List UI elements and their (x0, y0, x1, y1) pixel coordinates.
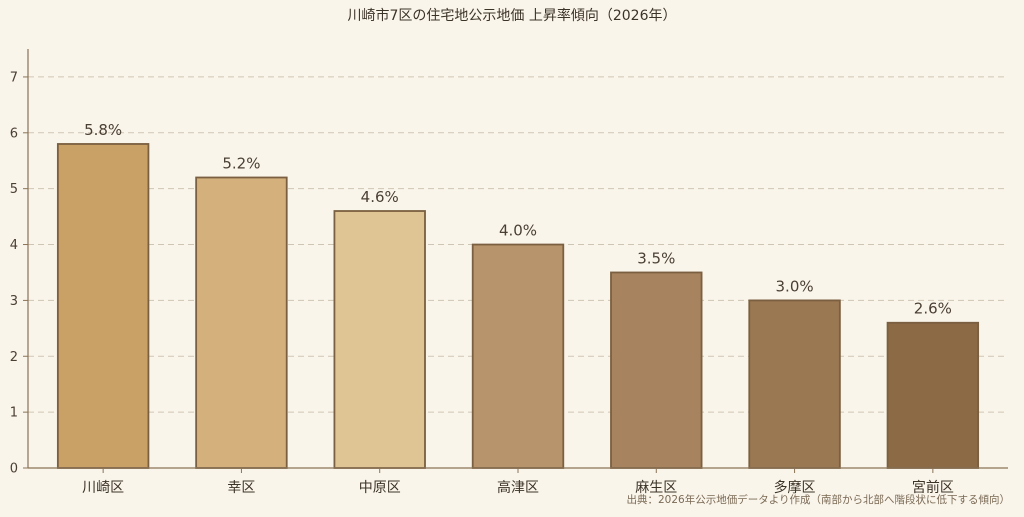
x-tick-label: 中原区 (359, 480, 401, 496)
chart-title: 川崎市7区の住宅地公示地価 上昇率傾向（2026年） (348, 7, 677, 24)
x-tick-label: 多摩区 (774, 479, 816, 496)
bar (333, 210, 426, 469)
axes: 0 1 2 3 4 5 6 7 川崎区 幸区 中原区 高津区 麻生区 多摩区 宮前区 (10, 49, 1008, 496)
bars (56, 143, 980, 469)
x-tick-label: 川崎区 (82, 480, 124, 496)
bar (886, 321, 980, 469)
data-label: 4.6% (361, 188, 399, 206)
y-tick-label: 2 (10, 350, 18, 365)
y-tick-label: 4 (10, 238, 18, 253)
x-tick-label: 麻生区 (635, 480, 677, 496)
data-label: 3.5% (637, 249, 675, 267)
bar (195, 176, 288, 469)
y-tick-label: 6 (10, 126, 18, 141)
y-tick-label: 7 (10, 70, 18, 85)
data-labels: 5.8% 5.2% 4.6% 4.0% 3.5% 3.0% 2.6% (84, 121, 952, 318)
x-tick-label: 幸区 (227, 480, 255, 496)
data-label: 5.8% (84, 121, 122, 139)
source-note: 出典：2026年公示地価データより作成（南部から北部へ階段状に低下する傾向） (626, 493, 1010, 506)
bar (748, 299, 841, 469)
y-tick-label: 5 (10, 182, 18, 197)
y-tick-label: 0 (10, 462, 18, 477)
data-label: 3.0% (776, 277, 814, 295)
y-tick-label: 1 (10, 406, 18, 421)
y-tick-label: 3 (10, 294, 18, 309)
x-tick-label: 宮前区 (912, 479, 954, 496)
bar (610, 271, 703, 469)
data-label: 4.0% (499, 222, 537, 240)
data-label: 2.6% (914, 300, 952, 318)
bar (56, 143, 150, 469)
data-label: 5.2% (222, 154, 260, 172)
x-tick-label: 高津区 (497, 479, 539, 496)
bar (471, 243, 565, 469)
